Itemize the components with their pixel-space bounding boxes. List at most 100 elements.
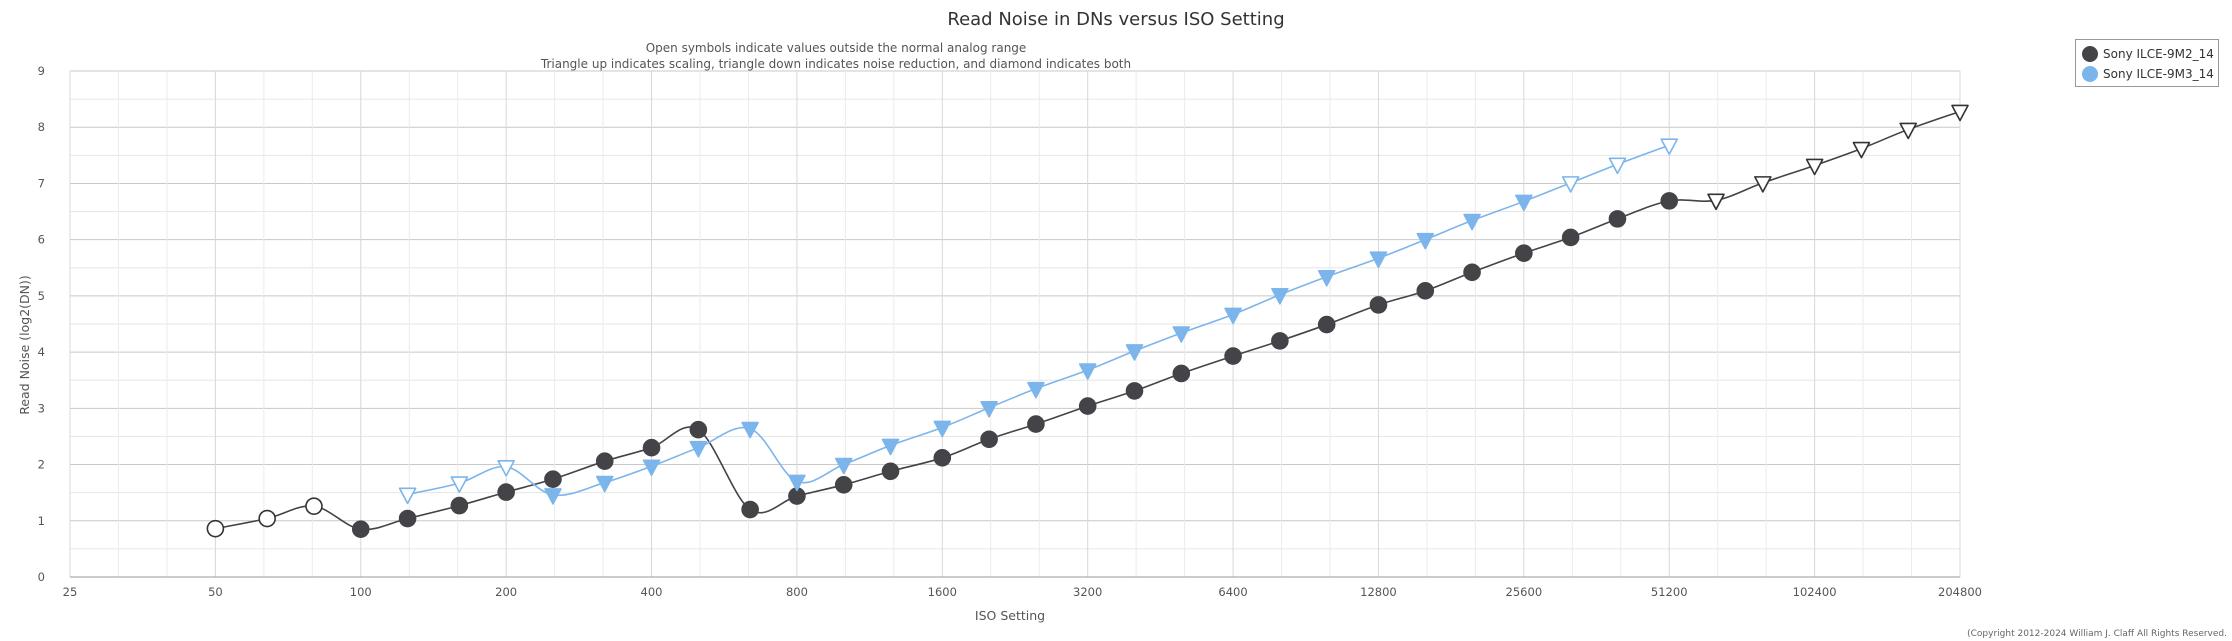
legend: Sony ILCE-9M2_14 Sony ILCE-9M3_14 — [2075, 39, 2219, 87]
data-point[interactable] — [398, 487, 417, 505]
data-point[interactable] — [450, 496, 469, 515]
data-point[interactable] — [1172, 326, 1191, 343]
x-tick-label: 400 — [641, 585, 663, 599]
data-point[interactable] — [1805, 158, 1824, 176]
data-point[interactable] — [544, 470, 562, 488]
data-point[interactable] — [741, 500, 759, 519]
data-point[interactable] — [1515, 244, 1533, 262]
data-point[interactable] — [1515, 194, 1533, 212]
data-point[interactable] — [1608, 210, 1627, 228]
data-point[interactable] — [595, 475, 614, 493]
data-point[interactable] — [881, 438, 900, 456]
data-point[interactable] — [642, 438, 661, 457]
x-tick-label: 200 — [495, 585, 517, 599]
data-point[interactable] — [1608, 157, 1627, 175]
data-point[interactable] — [1416, 282, 1435, 300]
data-point[interactable] — [497, 483, 515, 501]
data-point[interactable] — [1660, 192, 1679, 210]
x-tick-label: 1600 — [928, 585, 957, 599]
x-tick-label: 204800 — [1938, 585, 1982, 599]
x-tick-label: 25 — [63, 585, 78, 599]
data-point[interactable] — [1125, 382, 1144, 400]
data-point[interactable] — [305, 497, 323, 515]
data-point[interactable] — [1224, 347, 1242, 365]
data-point[interactable] — [1078, 397, 1097, 415]
data-point[interactable] — [1027, 381, 1045, 399]
data-point[interactable] — [1561, 176, 1580, 193]
data-point[interactable] — [1463, 263, 1481, 282]
legend-item-series-2[interactable]: Sony ILCE-9M3_14 — [2082, 64, 2214, 84]
legend-swatch-series-1 — [2082, 46, 2098, 62]
data-point[interactable] — [351, 520, 370, 539]
data-point[interactable] — [398, 509, 417, 528]
data-point[interactable] — [1463, 213, 1481, 231]
data-point[interactable] — [1951, 104, 1969, 122]
data-point[interactable] — [642, 459, 661, 477]
data-point[interactable] — [1707, 193, 1725, 211]
data-point[interactable] — [544, 488, 562, 505]
x-tick-label: 50 — [208, 585, 223, 599]
series-1 — [206, 104, 1969, 539]
data-point[interactable] — [497, 460, 515, 477]
data-point[interactable] — [450, 476, 469, 493]
legend-label-series-2: Sony ILCE-9M3_14 — [2103, 67, 2214, 81]
data-point[interactable] — [881, 462, 900, 481]
data-point[interactable] — [689, 440, 708, 458]
data-point[interactable] — [933, 420, 952, 438]
data-point[interactable] — [834, 457, 853, 475]
series-line-2 — [407, 144, 1670, 497]
data-point[interactable] — [1172, 364, 1191, 383]
x-tick-label: 100 — [350, 585, 372, 599]
x-tick-label: 12800 — [1360, 585, 1397, 599]
data-point[interactable] — [1078, 363, 1097, 380]
y-tick-label: 0 — [38, 570, 45, 584]
data-point[interactable] — [788, 474, 806, 492]
data-point[interactable] — [1317, 269, 1336, 287]
axis-layer: 0 1 2 3 4 5 6 7 8 9 25 50 100 200 400 800 1600 3200 6400 12… — [38, 64, 1982, 599]
data-point[interactable] — [980, 400, 998, 418]
data-point[interactable] — [1754, 176, 1772, 193]
x-tick-label: 51200 — [1651, 585, 1688, 599]
data-point[interactable] — [689, 420, 708, 439]
series-2 — [398, 138, 1679, 505]
data-point[interactable] — [1852, 141, 1871, 159]
y-axis-title: Read Noise (log2(DN)) — [17, 275, 32, 415]
chart-subtitle-line-1: Open symbols indicate values outside the… — [646, 41, 1027, 55]
data-point[interactable] — [741, 421, 759, 439]
y-tick-label: 1 — [38, 514, 45, 528]
data-point[interactable] — [834, 475, 853, 494]
legend-label-series-1: Sony ILCE-9M2_14 — [2103, 47, 2214, 61]
legend-swatch-series-2 — [2082, 66, 2098, 82]
data-point[interactable] — [1660, 138, 1679, 156]
data-point[interactable] — [1224, 307, 1242, 325]
y-tick-label: 3 — [38, 401, 45, 415]
data-point[interactable] — [206, 519, 225, 538]
data-point[interactable] — [1369, 251, 1388, 269]
y-tick-label: 9 — [38, 64, 45, 78]
data-point[interactable] — [980, 430, 998, 449]
data-point[interactable] — [1271, 287, 1289, 305]
data-point[interactable] — [1899, 122, 1918, 140]
legend-item-series-1[interactable]: Sony ILCE-9M2_14 — [2082, 44, 2214, 64]
data-point[interactable] — [1317, 315, 1336, 334]
data-point[interactable] — [595, 452, 614, 470]
y-tick-label: 6 — [38, 233, 45, 247]
data-point[interactable] — [1369, 296, 1388, 314]
data-point[interactable] — [1561, 228, 1580, 247]
data-point[interactable] — [933, 449, 952, 467]
grid-layer — [69, 70, 1961, 578]
x-tick-label: 3200 — [1073, 585, 1102, 599]
y-tick-label: 5 — [38, 289, 45, 303]
y-tick-label: 2 — [38, 458, 45, 472]
data-point[interactable] — [1125, 344, 1144, 361]
data-point[interactable] — [1027, 415, 1045, 433]
copyright-text: (Copyright 2012-2024 William J. Claff Al… — [1967, 629, 2227, 639]
data-point[interactable] — [1271, 332, 1289, 350]
data-point[interactable] — [1416, 232, 1435, 250]
x-tick-label: 6400 — [1218, 585, 1247, 599]
y-tick-label: 8 — [38, 120, 45, 134]
y-tick-label: 4 — [38, 345, 45, 359]
data-point[interactable] — [258, 509, 276, 528]
x-tick-label: 25600 — [1506, 585, 1543, 599]
